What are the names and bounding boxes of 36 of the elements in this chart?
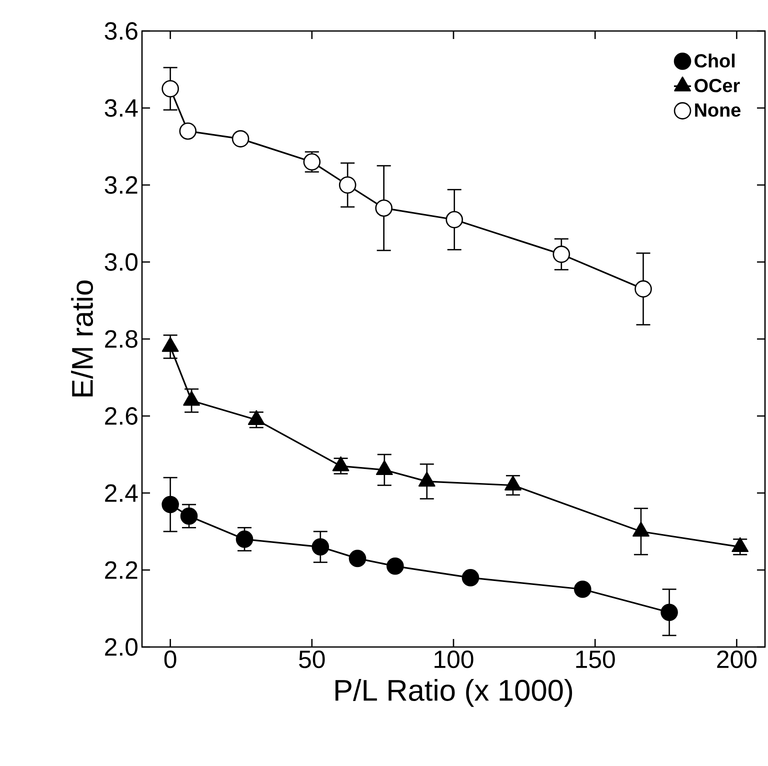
point [462, 569, 480, 586]
point [634, 280, 652, 298]
legend-label: Chol [694, 54, 735, 68]
x-tick-label: 0 [164, 650, 176, 668]
y-tick-label: 2.2 [105, 561, 138, 579]
y-tick-label: 3.2 [104, 176, 138, 194]
x-tick-label: 150 [576, 650, 615, 668]
point [180, 507, 198, 525]
point [552, 246, 570, 263]
point [574, 580, 592, 598]
point [162, 496, 179, 514]
point [348, 550, 366, 568]
point [232, 130, 250, 148]
x-tick-label: 100 [434, 650, 474, 668]
y-tick-label: 3.0 [104, 253, 138, 271]
point [338, 176, 356, 194]
y-tick-label: 3.4 [104, 99, 138, 117]
point [386, 558, 404, 575]
y-tick-label: 2.6 [105, 407, 138, 425]
y-tick-label: 2.0 [105, 638, 138, 656]
x-axis-title: P/L Ratio (x 1000) [336, 678, 572, 707]
y-axis-title: E/M ratio [71, 280, 94, 396]
legend-label: None [695, 104, 740, 117]
y-tick-label: 3.6 [104, 22, 138, 40]
point [162, 80, 179, 98]
point [660, 604, 678, 621]
point [179, 122, 197, 140]
y-tick-label: 2.8 [105, 330, 138, 348]
legend-label: OCer [694, 78, 740, 92]
point [446, 210, 464, 228]
point [236, 530, 254, 548]
point [375, 199, 392, 217]
point [312, 538, 330, 556]
y-tick-label: 2.4 [105, 484, 138, 502]
x-tick-label: 50 [299, 650, 325, 668]
x-tick-label: 200 [717, 650, 756, 668]
